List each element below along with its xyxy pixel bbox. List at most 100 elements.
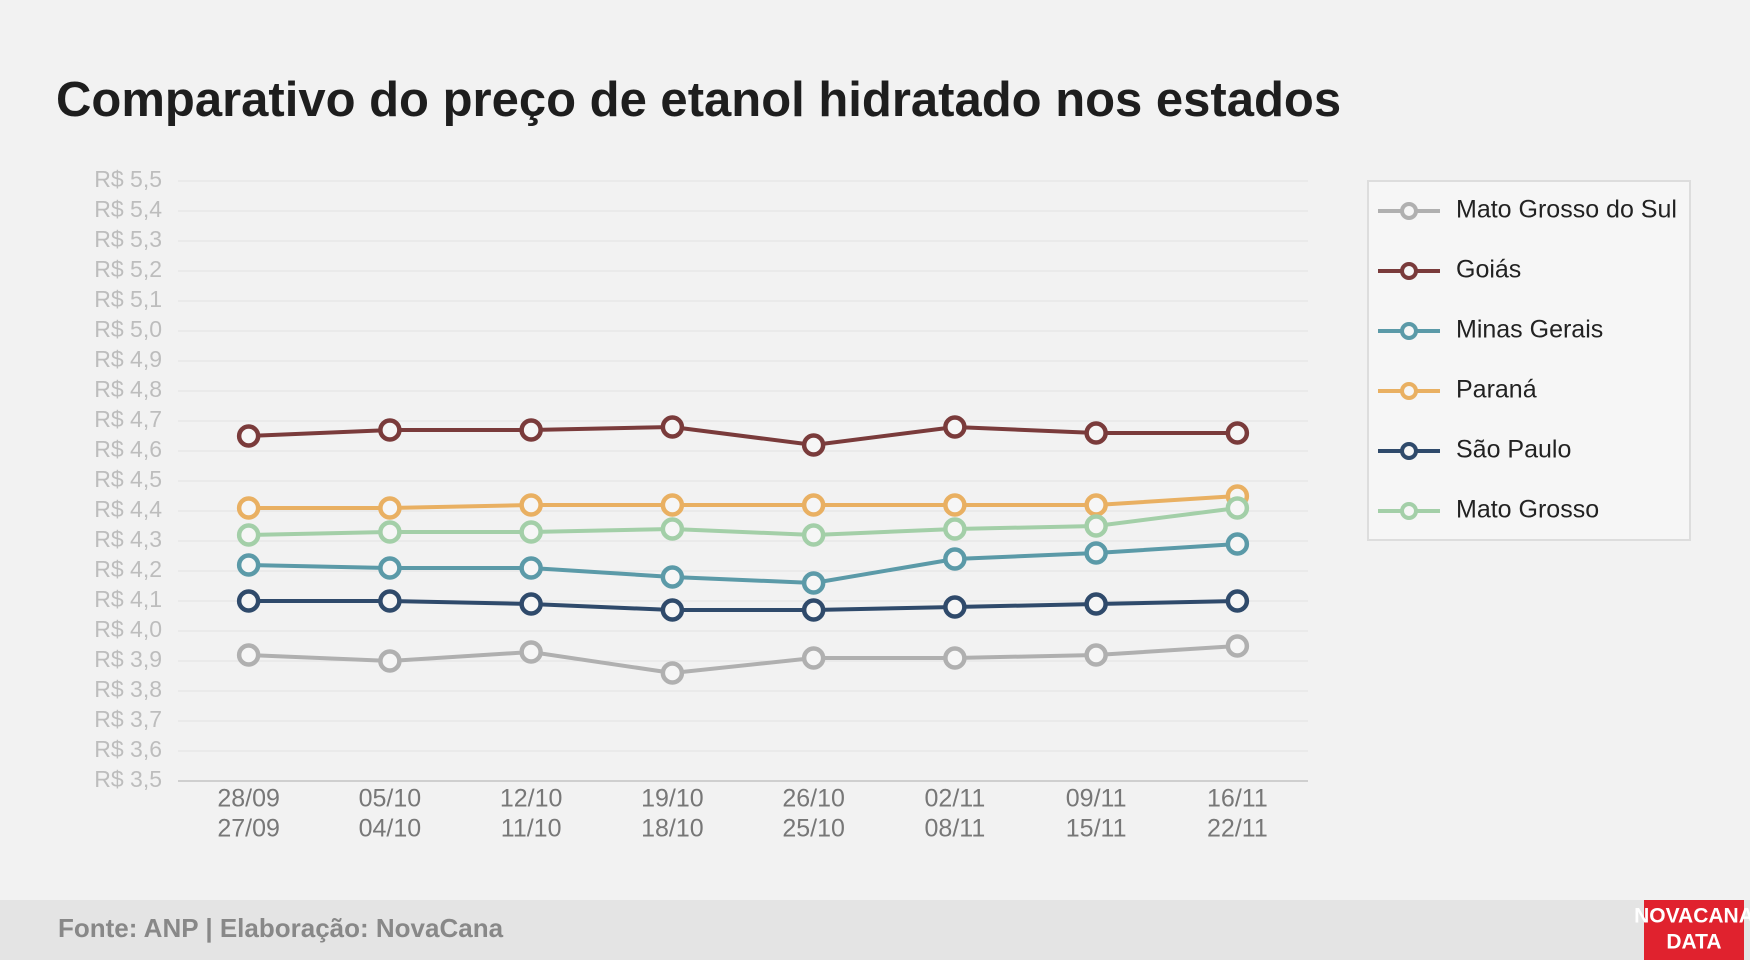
legend-marker (1400, 262, 1418, 280)
point (660, 565, 685, 589)
point (943, 493, 967, 517)
point (519, 493, 543, 517)
point (519, 592, 543, 616)
point (236, 589, 261, 613)
x-tick-label: 04/10 (359, 815, 422, 843)
point (943, 595, 967, 619)
x-tick-label: 08/11 (925, 815, 986, 843)
point (519, 418, 543, 442)
y-tick-label: R$ 3,6 (94, 736, 162, 762)
legend-marker (1400, 502, 1418, 520)
legend-label: São Paulo (1456, 436, 1571, 464)
point (801, 493, 826, 517)
y-tick-label: R$ 4,0 (94, 616, 162, 642)
point (660, 415, 685, 439)
x-tick-label: 09/11 (1066, 785, 1127, 813)
y-tick-label: R$ 5,0 (94, 316, 162, 342)
chart-title: Comparativo do preço de etanol hidratado… (56, 73, 1341, 127)
point (1225, 532, 1250, 556)
series-line (248, 506, 1238, 538)
y-tick-label: R$ 3,7 (94, 706, 162, 732)
x-tick-label: 27/09 (217, 815, 280, 843)
y-tick-label: R$ 5,5 (94, 166, 162, 192)
x-tick-label: 18/10 (641, 815, 704, 843)
point (801, 433, 826, 457)
point (943, 517, 967, 541)
x-tick-label: 11/10 (501, 815, 562, 843)
point (801, 646, 826, 670)
logo (1644, 900, 1744, 960)
legend-marker (1400, 382, 1418, 400)
logo-text: DATA (1666, 931, 1721, 954)
point (378, 496, 402, 520)
point (519, 520, 543, 544)
point (236, 523, 261, 547)
series-line (248, 542, 1238, 586)
point (801, 598, 826, 622)
x-tick-label: 19/10 (641, 785, 704, 813)
point (1084, 592, 1108, 616)
y-tick-label: R$ 4,5 (94, 466, 162, 492)
x-tick-label: 12/10 (500, 785, 563, 813)
point (1084, 514, 1108, 538)
y-tick-label: R$ 3,8 (94, 676, 162, 702)
point (1225, 496, 1250, 520)
footer-band (0, 900, 1750, 960)
y-tick-label: R$ 3,5 (94, 766, 162, 792)
y-tick-label: R$ 4,2 (94, 556, 162, 582)
point (236, 553, 261, 577)
point (236, 424, 261, 448)
point (801, 571, 826, 595)
point (943, 547, 967, 571)
legend-label: Mato Grosso do Sul (1456, 196, 1677, 224)
point (378, 556, 402, 580)
point (943, 415, 967, 439)
legend-marker (1400, 442, 1418, 460)
point (1225, 589, 1250, 613)
legend-marker (1400, 202, 1418, 220)
x-tick-label: 25/10 (782, 815, 845, 843)
y-tick-label: R$ 4,8 (94, 376, 162, 402)
point (660, 598, 685, 622)
point (660, 517, 685, 541)
legend-label: Paraná (1456, 376, 1537, 404)
source: Fonte: ANP | Elaboração: NovaCana (58, 913, 504, 943)
point (236, 496, 261, 520)
point (378, 649, 402, 673)
series-line (248, 494, 1238, 510)
point (519, 640, 543, 664)
point (660, 493, 685, 517)
point (660, 661, 685, 685)
point (1084, 643, 1108, 667)
series-line (248, 424, 1238, 448)
point (1084, 421, 1108, 445)
y-tick-label: R$ 3,9 (94, 646, 162, 672)
x-tick-label: 22/11 (1207, 815, 1268, 843)
logo-text: NOVACANA (1634, 905, 1750, 928)
point (236, 643, 261, 667)
point (1084, 541, 1108, 565)
x-tick-label: 28/09 (217, 785, 280, 813)
x-tick-label: 15/11 (1066, 815, 1127, 843)
legend-marker (1400, 322, 1418, 340)
x-tick-label: 16/11 (1207, 785, 1268, 813)
legend-box (1367, 180, 1691, 541)
y-tick-label: R$ 5,2 (94, 256, 162, 282)
y-tick-label: R$ 4,1 (94, 586, 162, 612)
point (943, 646, 967, 670)
y-tick-label: R$ 4,3 (94, 526, 162, 552)
point (378, 589, 402, 613)
y-tick-label: R$ 5,3 (94, 226, 162, 252)
point (519, 556, 543, 580)
point (801, 523, 826, 547)
y-tick-label: R$ 5,1 (94, 286, 162, 312)
series-line (248, 599, 1238, 612)
x-tick-label: 26/10 (782, 785, 845, 813)
legend-label: Minas Gerais (1456, 316, 1603, 344)
y-tick-label: R$ 4,9 (94, 346, 162, 372)
point (1225, 421, 1250, 445)
point (1084, 493, 1108, 517)
point (378, 418, 402, 442)
y-tick-label: R$ 4,4 (94, 496, 162, 522)
